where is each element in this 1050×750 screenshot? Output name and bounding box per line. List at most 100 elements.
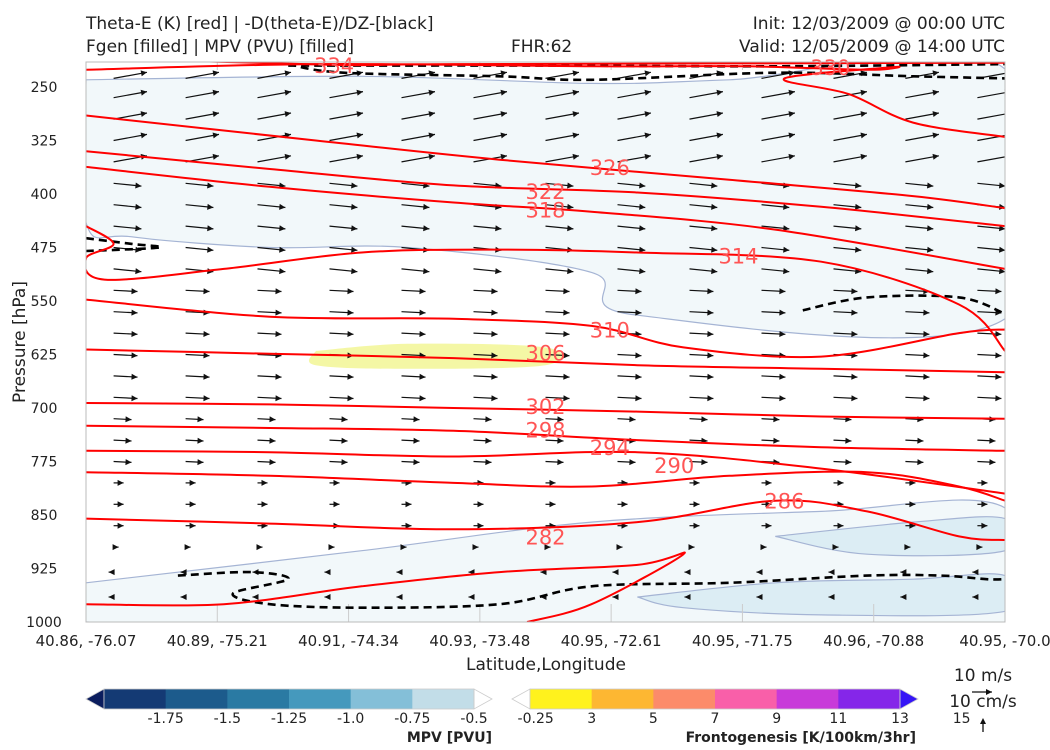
wind-vector: [977, 113, 1005, 120]
wind-vector-head: [135, 203, 142, 210]
wind-vector-head: [212, 132, 219, 139]
wind-vector-head: [413, 437, 420, 444]
wind-vector-head: [716, 132, 723, 139]
y-tick-label: 325: [31, 133, 58, 149]
wind-vector-head: [468, 594, 475, 600]
theta-e-label-310: 310: [590, 319, 630, 343]
y-tick-label: 250: [31, 80, 58, 96]
theta-e-label-334: 334: [314, 54, 354, 78]
wind-vector-head: [711, 268, 718, 275]
wind-vector-head: [563, 395, 570, 402]
wind-vector-head: [428, 70, 435, 77]
wind-vector-head: [131, 309, 138, 316]
fgen-colorbar-segment: [653, 689, 716, 709]
wind-vector-head: [923, 331, 930, 337]
wind-vector-head: [716, 89, 723, 96]
wind-vector-head: [284, 70, 291, 77]
x-tick-label: 40.91, -74.34: [298, 632, 399, 650]
wind-vector-head: [275, 373, 282, 380]
theta-e-contour-318: [86, 165, 1005, 270]
wind-vector-head: [428, 132, 435, 139]
wind-vector-head: [629, 459, 636, 466]
wind-vector-head: [117, 479, 124, 486]
wind-vector-head: [540, 569, 547, 576]
wind-vector-head: [900, 594, 907, 600]
theta-e-label-290: 290: [654, 454, 694, 478]
wind-vector-head: [491, 373, 498, 380]
fgen-colorbar-tick-label: 3: [587, 711, 596, 727]
wind-vector-head: [701, 459, 708, 466]
wind-vector-head: [644, 132, 651, 139]
wind-vector-head: [927, 268, 934, 275]
wind-vector-head: [428, 153, 435, 160]
wind-vector-head: [572, 132, 579, 139]
wind-vector-head: [707, 309, 714, 316]
title-line-1: Theta-E (K) [red] | -D(theta-E)/DZ-[blac…: [86, 14, 434, 34]
wind-vector-head: [832, 544, 839, 551]
theta-e-label-318: 318: [525, 199, 565, 223]
wind-vector-head: [212, 111, 219, 117]
wind-vector-head: [923, 352, 930, 359]
y-tick-label: 625: [31, 347, 58, 363]
wind-vector-head: [549, 479, 556, 486]
wind-vector-head: [485, 459, 492, 466]
wind-vector-head: [197, 416, 204, 423]
wind-vector-head: [131, 288, 138, 295]
wind-vector-head: [261, 479, 268, 486]
wind-vector-head: [563, 373, 570, 380]
wind-vector-head: [197, 437, 204, 444]
wind-vector-head: [472, 544, 479, 551]
wind-vector-head: [995, 373, 1002, 380]
wind-vector-head: [207, 225, 214, 232]
wind-vector-head: [108, 594, 115, 600]
wind-vector-head: [184, 544, 191, 551]
theta-e-label-302: 302: [525, 395, 565, 419]
wind-vector-head: [563, 331, 570, 337]
wind-vector-head: [779, 331, 786, 337]
wind-vector-head: [495, 268, 502, 275]
wind-vector-head: [639, 203, 646, 210]
wind-vector-head: [572, 70, 579, 77]
wind-vector-head: [557, 459, 564, 466]
wind-vector-head: [279, 203, 286, 210]
wind-vector-head: [212, 89, 219, 96]
y-tick-label: 550: [31, 294, 58, 310]
wind-vector-head: [351, 203, 358, 210]
wind-vector-head: [860, 89, 867, 96]
wind-vector-head: [837, 479, 844, 486]
wind-vector-head: [405, 522, 412, 529]
wind-vector-head: [491, 352, 498, 359]
mpv-colorbar-tick-label: -0.5: [460, 711, 487, 727]
theta-e-contour-330: [86, 63, 1005, 138]
fgen-filled-region: [308, 343, 563, 369]
wind-vector-head: [500, 153, 507, 160]
y-tick-label: 925: [31, 561, 58, 577]
wind-vector-head: [567, 182, 574, 189]
theta-e-label-314: 314: [718, 244, 758, 268]
wind-vector-head: [765, 522, 772, 529]
wind-vector-head: [419, 395, 426, 402]
wind-vector-head: [189, 479, 196, 486]
wind-vector-head: [500, 89, 507, 96]
fgen-colorbar-tick-label: 13: [891, 711, 909, 727]
theta-e-label-306: 306: [525, 341, 565, 365]
wind-vector-head: [419, 309, 426, 316]
mpv-colorbar-tick-label: -0.25: [518, 711, 554, 727]
wind-vector-head: [131, 373, 138, 380]
x-tick-label: 40.86, -76.07: [36, 632, 137, 650]
wind-vector-head: [927, 225, 934, 232]
wind-vector-head: [773, 437, 780, 444]
wind-vector-head: [341, 437, 348, 444]
mpv-filled-region: [86, 62, 1005, 339]
wind-vector-head: [419, 331, 426, 337]
wind-vector-head: [756, 569, 763, 576]
fgen-colorbar-tick-label: 7: [711, 711, 720, 727]
wind-vector-head: [779, 373, 786, 380]
wind-vector-head: [760, 544, 767, 551]
wind-vector-head: [275, 331, 282, 337]
wind-vector-head: [284, 89, 291, 96]
wind-vector-head: [428, 89, 435, 96]
wind-vector-head: [923, 395, 930, 402]
wind-vector-head: [423, 203, 430, 210]
